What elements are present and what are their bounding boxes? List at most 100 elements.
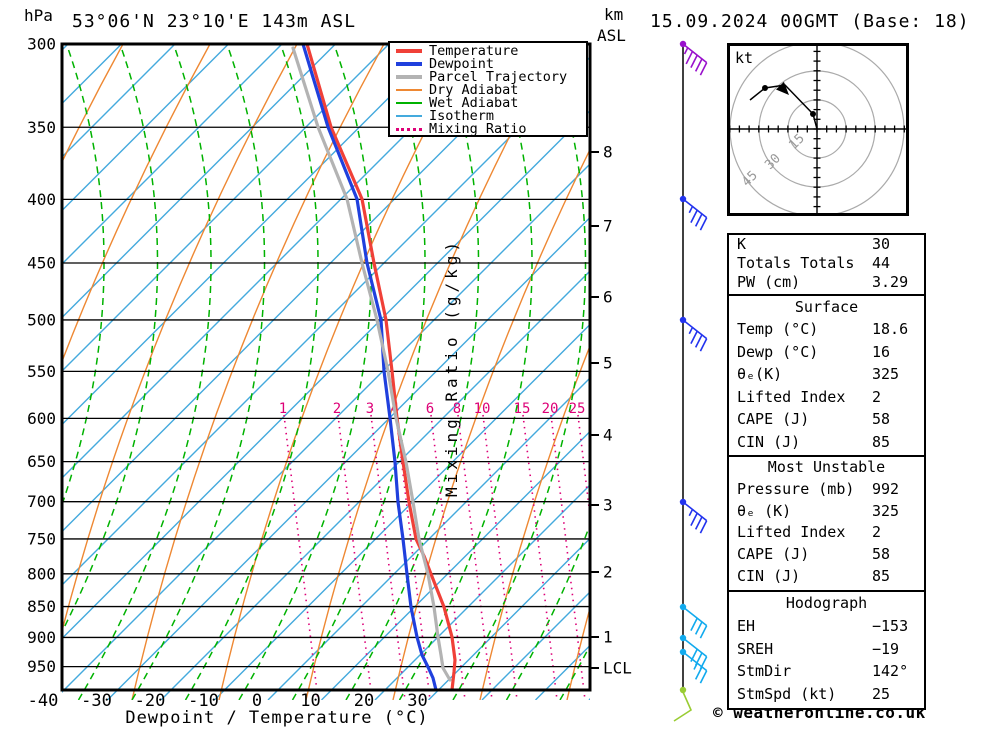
panel-row-label: CAPE (J) [737, 410, 810, 429]
pressure-tick-label: 350 [27, 118, 56, 137]
legend-item: Temperature [396, 42, 586, 59]
temp-axis-label: Dewpoint / Temperature (°C) [125, 708, 429, 728]
datetime-title: 15.09.2024 00GMT (Base: 18) [650, 11, 970, 32]
pressure-tick-label: 500 [27, 310, 56, 329]
panel-row-value: 142° [872, 662, 909, 681]
hodograph-unit-label: kt [735, 49, 753, 67]
panel-row-value: 2 [872, 387, 882, 406]
panel-row-label: Pressure (mb) [737, 479, 855, 498]
panel-row-label: CAPE (J) [737, 545, 810, 564]
legend-swatch-solid [396, 101, 422, 104]
series-dewpoint [301, 44, 438, 691]
panel-row-label: StmSpd (kt) [737, 685, 837, 704]
panel-row-value: 44 [872, 254, 891, 272]
legend-label: Mixing Ratio [429, 121, 527, 138]
panel-row-value: 325 [872, 365, 900, 384]
panel-row-value: −19 [872, 639, 900, 658]
temp-tick-label: -30 [81, 691, 112, 711]
panel-row: K 30 [729, 235, 924, 254]
pressure-tick-label: 700 [27, 492, 56, 511]
series-parcel-trajectory [291, 46, 452, 682]
mixing-ratio-value-label: 1 [279, 401, 287, 417]
panel-row: CIN (J) 85 [729, 566, 924, 588]
temp-tick-label: 10 [300, 691, 320, 711]
legend-swatch-solid [396, 61, 422, 66]
panel-row-label: Lifted Index [737, 523, 846, 542]
wind-barb [673, 686, 693, 722]
pressure-axis-unit: hPa [24, 6, 53, 25]
km-tick-label: 6 [603, 288, 613, 307]
panel-row-label: EH [737, 616, 756, 635]
panel-row: Lifted Index 2 [729, 386, 924, 408]
pressure-tick-label: 550 [27, 362, 56, 381]
panel-row: PW (cm) 3.29 [729, 273, 924, 292]
panel-row-label: PW (cm) [737, 273, 801, 291]
legend-item: Isotherm [396, 108, 586, 125]
panel-row: θₑ(K) 325 [729, 363, 924, 385]
mixing-ratio-value-label: 6 [426, 401, 434, 417]
legend: Temperature Dewpoint Parcel Trajectory Dry … [388, 41, 588, 137]
altitude-axis-unit-asl: ASL [597, 26, 626, 45]
panel-row-label: Lifted Index [737, 387, 846, 406]
panel-title: Most Unstable [767, 458, 886, 476]
temp-tick-label: -20 [135, 691, 166, 711]
km-tick-label: 2 [603, 563, 613, 582]
panel-row-label: CIN (J) [737, 567, 801, 586]
series-temperature [305, 44, 457, 691]
wind-barb [679, 603, 708, 639]
panel-row-label: θₑ (K) [737, 501, 792, 520]
legend-item: Dewpoint [396, 56, 586, 72]
legend-swatch-solid [396, 88, 422, 91]
mixing-ratio-value-label: 2 [333, 401, 341, 417]
km-tick-label: 4 [603, 426, 613, 445]
mixing-ratio-value-label: 15 [514, 401, 531, 417]
panel-surface: Surface Temp (°C) 18.6 Dewp (°C) 16 θₑ(K) 325 L… [727, 294, 926, 457]
legend-item: Parcel Trajectory [396, 68, 586, 85]
panel-row-value: 85 [872, 432, 891, 451]
legend-item: Wet Adiabat [396, 95, 586, 111]
panel-row: CAPE (J) 58 [729, 544, 924, 566]
km-tick-label: LCL [603, 659, 632, 678]
temp-tick-label: 0 [252, 691, 262, 711]
panel-row-value: 18.6 [872, 320, 909, 339]
wind-barb [679, 195, 708, 231]
pressure-tick-label: 600 [27, 409, 56, 428]
panel-row: Dewp (°C) 16 [729, 341, 924, 363]
panel-row: SREH −19 [729, 638, 924, 661]
mixing-ratio-value-label: 3 [366, 401, 374, 417]
temp-tick-label: -10 [188, 691, 219, 711]
panel-row: CIN (J) 85 [729, 431, 924, 453]
panel-row: Lifted Index 2 [729, 522, 924, 544]
panel-row-label: Totals Totals [737, 254, 855, 272]
legend-label: Isotherm [429, 108, 495, 125]
legend-item: Dry Adiabat [396, 82, 586, 98]
km-tick-label: 7 [603, 217, 613, 236]
legend-swatch-dotted [396, 127, 422, 131]
km-tick-label: 8 [603, 143, 613, 162]
pressure-tick-label: 950 [27, 657, 56, 676]
legend-swatch-solid [396, 74, 422, 79]
panel-row: θₑ (K) 325 [729, 501, 924, 523]
legend-label: Temperature [429, 42, 519, 59]
panel-row: Temp (°C) 18.6 [729, 318, 924, 340]
mixing-ratio-value-label: 8 [453, 401, 461, 417]
mixing-ratio-value-label: 20 [542, 401, 559, 417]
panel-indices: K 30 Totals Totals 44 PW (cm) 3.29 [727, 233, 926, 296]
panel-row-value: 16 [872, 342, 891, 361]
panel-row: Pressure (mb) 992 [729, 479, 924, 501]
pressure-tick-label: 400 [27, 190, 56, 209]
km-tick-label: 1 [603, 628, 613, 647]
altitude-axis-unit-km: km [604, 5, 624, 24]
panel-row-value: 58 [872, 410, 891, 429]
legend-label: Parcel Trajectory [429, 68, 568, 85]
temp-tick-label: 30 [407, 691, 427, 711]
km-tick-label: 5 [603, 354, 613, 373]
wind-barb [679, 316, 708, 352]
panel-row-value: 992 [872, 479, 900, 498]
panel-row-label: Temp (°C) [737, 320, 819, 339]
pressure-tick-label: 300 [27, 35, 56, 54]
mixing-ratio-axis-label: Mixing Ratio (g/kg) [442, 237, 461, 497]
